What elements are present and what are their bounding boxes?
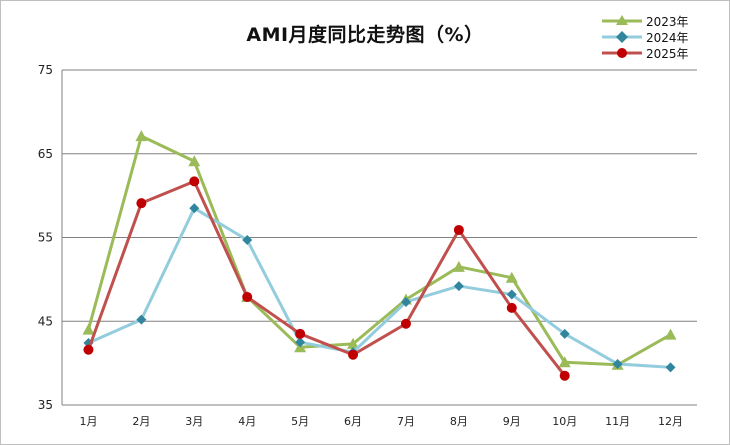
x-tick-label: 2月 — [132, 415, 150, 428]
legend-item-2024: 2024年 — [600, 29, 689, 45]
legend-label: 2023年 — [646, 14, 689, 29]
y-tick-label: 55 — [38, 231, 53, 245]
diamond-marker — [295, 337, 306, 348]
diamond-marker — [665, 362, 676, 373]
y-tick-label: 45 — [38, 314, 53, 328]
x-tick-label: 6月 — [344, 415, 362, 428]
diamond-marker — [136, 314, 147, 325]
x-tick-label: 3月 — [185, 415, 203, 428]
diamond-marker — [453, 281, 464, 292]
legend-item-2025: 2025年 — [600, 45, 689, 61]
diamond-marker — [612, 358, 623, 369]
series-2023年 — [82, 130, 677, 370]
triangle-marker — [82, 323, 95, 335]
x-tick-label: 1月 — [79, 415, 97, 428]
legend-label: 2024年 — [646, 30, 689, 45]
x-tick-label: 8月 — [450, 415, 468, 428]
diamond-marker — [506, 289, 517, 300]
circle-marker-icon — [602, 48, 642, 58]
circle-marker — [348, 349, 359, 360]
circle-marker — [189, 176, 200, 187]
x-tick-label: 7月 — [397, 415, 415, 428]
circle-marker — [559, 370, 570, 381]
y-tick-label: 35 — [38, 398, 53, 412]
circle-marker — [136, 198, 147, 209]
triangle-marker-icon — [602, 15, 642, 25]
triangle-marker — [664, 328, 677, 340]
diamond-marker — [242, 235, 253, 246]
diamond-marker-icon — [602, 31, 642, 43]
x-tick-label: 4月 — [238, 415, 256, 428]
circle-marker — [400, 318, 411, 329]
chart-title: AMI月度同比走势图（%） — [246, 24, 484, 46]
chart-legend: 2023年 2024年 2025年 — [600, 13, 689, 61]
triangle-marker — [347, 337, 360, 349]
x-tick-label: 12月 — [658, 415, 683, 428]
diamond-marker — [559, 328, 570, 339]
x-tick-label: 5月 — [291, 415, 309, 428]
series-2024年 — [83, 203, 676, 373]
triangle-marker — [188, 155, 201, 167]
circle-marker — [506, 302, 517, 313]
series-2025年 — [83, 176, 570, 381]
circle-marker — [83, 344, 94, 355]
triangle-marker — [505, 271, 518, 283]
circle-marker — [242, 291, 253, 302]
x-tick-label: 11月 — [605, 415, 630, 428]
diamond-marker — [189, 203, 200, 214]
legend-label: 2025年 — [646, 46, 689, 61]
y-tick-label: 65 — [38, 147, 53, 161]
triangle-marker — [135, 130, 148, 142]
triangle-marker — [558, 356, 571, 368]
x-tick-label: 9月 — [503, 415, 521, 428]
triangle-marker — [452, 260, 465, 272]
circle-marker — [295, 328, 306, 339]
circle-marker — [453, 224, 464, 235]
diamond-marker — [400, 296, 411, 307]
x-tick-label: 10月 — [552, 415, 577, 428]
legend-item-2023: 2023年 — [600, 13, 689, 29]
y-tick-label: 75 — [38, 63, 53, 77]
